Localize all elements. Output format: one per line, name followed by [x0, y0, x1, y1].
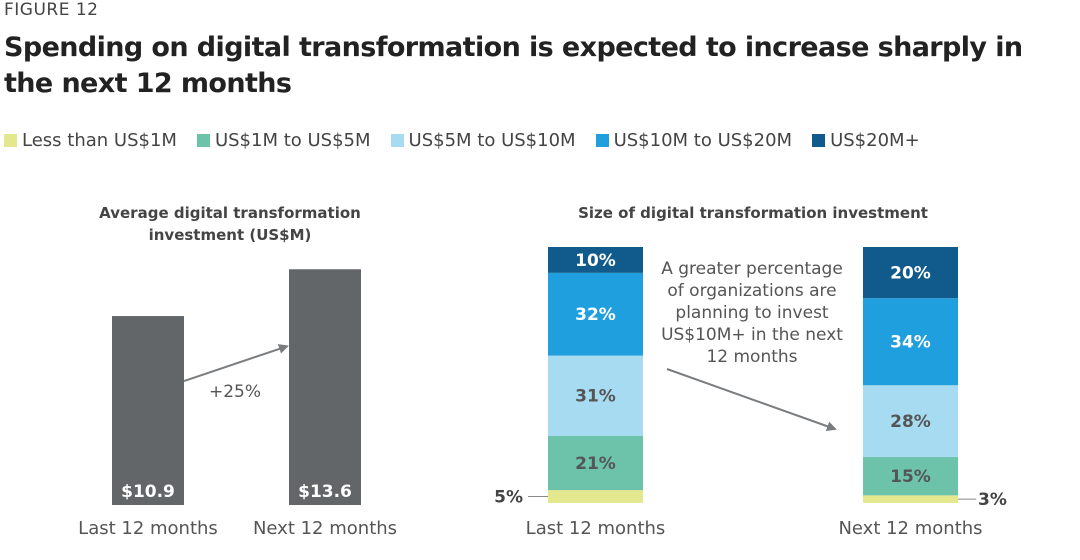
segment-label: 20% — [890, 264, 931, 284]
annotation-arrow — [666, 368, 837, 432]
stacked-segment — [548, 247, 643, 273]
segment-label: 10% — [575, 251, 616, 271]
legend-item: US$1M to US$5M — [196, 130, 371, 151]
legend: Less than US$1M US$1M to US$5M US$5M to US… — [4, 130, 940, 151]
stacked-segment — [863, 495, 958, 503]
segment-label: 5% — [494, 488, 523, 508]
stacked-segment — [548, 355, 643, 436]
left-chart-title-line-1: Average digital transformation — [99, 204, 361, 222]
legend-label: US$10M to US$20M — [613, 130, 793, 151]
legend-swatch — [812, 134, 826, 147]
legend-swatch — [4, 134, 17, 147]
annotation-line: 12 months — [706, 347, 797, 367]
legend-item: US$20M+ — [812, 130, 920, 151]
stacked-segment — [863, 456, 958, 496]
segment-label: 21% — [575, 454, 616, 474]
increase-annotation: +25% — [209, 382, 261, 402]
legend-swatch — [595, 134, 609, 147]
legend-label: Less than US$1M — [22, 130, 177, 151]
stacked-segment — [548, 435, 643, 491]
stacked-segment — [548, 490, 643, 503]
legend-label: US$5M to US$10M — [408, 130, 576, 151]
category-label: Next 12 months — [253, 518, 397, 539]
stacked-segment — [863, 298, 958, 386]
legend-item: US$10M to US$20M — [595, 130, 793, 151]
legend-label: US$1M to US$5M — [214, 130, 371, 151]
category-label: Last 12 months — [526, 518, 666, 539]
left-chart-title-line-2: investment (US$M) — [149, 226, 312, 244]
annotation-line: A greater percentage — [661, 259, 843, 279]
legend-swatch — [196, 134, 210, 147]
stacked-segment — [548, 272, 643, 356]
annotation-line: planning to invest — [675, 303, 829, 323]
legend-swatch — [390, 134, 404, 147]
segment-label: 31% — [575, 387, 616, 407]
stacked-segment — [863, 247, 958, 299]
legend-item: US$5M to US$10M — [390, 130, 576, 151]
annotation-line: US$10M+ in the next — [661, 325, 843, 345]
avg-bar-value-label: $10.9 — [121, 482, 175, 502]
avg-bar-value-label: $13.6 — [298, 482, 352, 502]
increase-arrow — [183, 344, 289, 383]
category-label: Next 12 months — [838, 518, 982, 539]
segment-label: 3% — [978, 490, 1007, 510]
chart-title: Spending on digital transformation is ex… — [4, 32, 1023, 99]
avg-bar — [289, 269, 361, 505]
segment-label: 34% — [890, 333, 931, 353]
avg-bar — [112, 316, 184, 505]
stacked-segment — [863, 385, 958, 457]
category-label: Last 12 months — [78, 518, 218, 539]
annotation-line: of organizations are — [667, 281, 836, 301]
legend-item: Less than US$1M — [4, 130, 177, 151]
segment-label: 15% — [890, 467, 931, 487]
right-chart-title: Size of digital transformation investmen… — [578, 204, 928, 222]
segment-label: 28% — [890, 412, 931, 432]
figure-label: FIGURE 12 — [4, 0, 99, 20]
segment-label: 32% — [575, 305, 616, 325]
legend-label: US$20M+ — [830, 130, 920, 151]
